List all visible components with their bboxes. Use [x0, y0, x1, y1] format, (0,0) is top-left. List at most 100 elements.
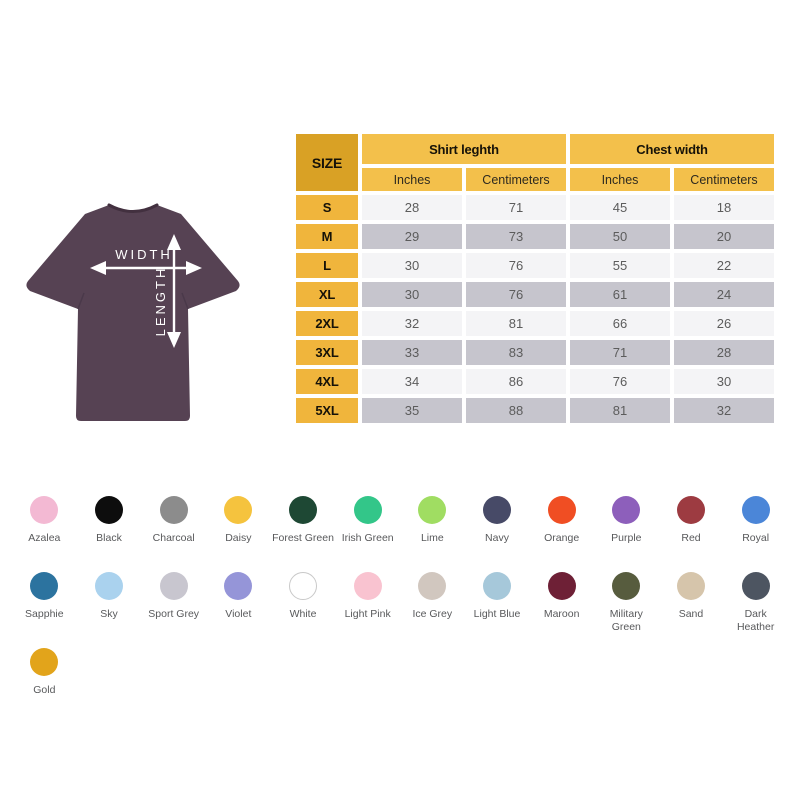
color-swatch-sport-grey: Sport Grey	[141, 566, 206, 638]
size-label-cell: M	[296, 224, 358, 249]
size-label-cell: 3XL	[296, 340, 358, 365]
table-row-2xl: 2XL 32 81 66 26	[296, 311, 774, 336]
value-cell: 76	[466, 253, 566, 278]
tshirt-body	[26, 205, 240, 421]
size-label-cell: 2XL	[296, 311, 358, 336]
color-swatch-dark-heather: Dark Heather	[723, 566, 788, 638]
color-label: Azalea	[28, 532, 61, 544]
value-cell: 30	[674, 369, 774, 394]
color-dot	[288, 496, 317, 524]
shirt-length-centimeters-header: Centimeters	[466, 168, 566, 191]
color-swatch-military-green: Military Green	[594, 566, 659, 638]
table-row-xl: XL 30 76 61 24	[296, 282, 774, 307]
value-cell: 81	[466, 311, 566, 336]
value-cell: 28	[362, 195, 462, 220]
color-swatch-lime: Lime	[400, 490, 465, 562]
color-dot	[224, 496, 253, 524]
color-label: Violet	[225, 608, 252, 620]
color-swatch-sapphie: Sapphie	[12, 566, 77, 638]
color-dot	[159, 572, 188, 600]
table-row-5xl: 5XL 35 88 81 32	[296, 398, 774, 423]
color-dot	[612, 496, 641, 524]
value-cell: 73	[466, 224, 566, 249]
value-cell: 35	[362, 398, 462, 423]
value-cell: 71	[570, 340, 670, 365]
color-label: Gold	[33, 684, 56, 696]
color-dot	[676, 496, 705, 524]
color-dot	[353, 572, 382, 600]
value-cell: 18	[674, 195, 774, 220]
value-cell: 32	[674, 398, 774, 423]
color-label: Purple	[611, 532, 642, 544]
color-swatch-irish-green: Irish Green	[335, 490, 400, 562]
color-swatch-black: Black	[77, 490, 142, 562]
color-label: Sapphie	[25, 608, 64, 620]
color-label: Military Green	[609, 608, 643, 633]
size-table-body: S 28 71 45 18 M 29 73 50 20 L 30 76 55 2…	[296, 195, 774, 423]
color-dot	[30, 496, 59, 524]
value-cell: 22	[674, 253, 774, 278]
color-swatch-grid: Azalea Black Charcoal Daisy Forest Green…	[12, 490, 788, 714]
chest-width-group-header: Chest width	[570, 134, 774, 164]
table-row-s: S 28 71 45 18	[296, 195, 774, 220]
color-label: Charcoal	[152, 532, 195, 544]
chest-width-inches-header: Inches	[570, 168, 670, 191]
size-chart-table: SIZE Shirt leghth Chest width Inches Cen…	[292, 130, 778, 427]
tshirt-sleeve-seam-left	[77, 292, 85, 310]
value-cell: 71	[466, 195, 566, 220]
value-cell: 30	[362, 253, 462, 278]
color-swatch-violet: Violet	[206, 566, 271, 638]
value-cell: 28	[674, 340, 774, 365]
color-swatch-gold: Gold	[12, 642, 77, 714]
color-label: Light Blue	[473, 608, 521, 620]
color-label: Sport Grey	[148, 608, 200, 620]
color-dot	[418, 572, 447, 600]
value-cell: 33	[362, 340, 462, 365]
color-dot	[353, 496, 382, 524]
tshirt-collar	[107, 203, 159, 213]
table-row-m: M 29 73 50 20	[296, 224, 774, 249]
tshirt-figure: WIDTH LENGTH	[22, 196, 244, 430]
color-dot	[288, 572, 317, 600]
color-swatch-red: Red	[659, 490, 724, 562]
unit-header-row: Inches Centimeters Inches Centimeters	[296, 168, 774, 191]
color-label: Lime	[420, 532, 444, 544]
color-swatch-azalea: Azalea	[12, 490, 77, 562]
color-swatch-charcoal: Charcoal	[141, 490, 206, 562]
color-dot	[224, 572, 253, 600]
tshirt-graphic: WIDTH LENGTH	[26, 203, 240, 421]
color-dot	[30, 572, 59, 600]
color-dot	[547, 572, 576, 600]
color-label: Sky	[100, 608, 118, 620]
color-dot	[159, 496, 188, 524]
size-label-cell: 5XL	[296, 398, 358, 423]
size-label-cell: L	[296, 253, 358, 278]
chest-width-centimeters-header: Centimeters	[674, 168, 774, 191]
width-arrow-label: WIDTH	[115, 247, 173, 262]
length-arrow-label: LENGTH	[153, 266, 168, 337]
color-label: Black	[96, 532, 122, 544]
color-dot	[482, 496, 511, 524]
value-cell: 76	[570, 369, 670, 394]
color-swatch-maroon: Maroon	[529, 566, 594, 638]
size-label-cell: S	[296, 195, 358, 220]
shirt-length-group-header: Shirt leghth	[362, 134, 566, 164]
color-dot	[547, 496, 576, 524]
color-label: Light Pink	[344, 608, 391, 620]
value-cell: 81	[570, 398, 670, 423]
value-cell: 30	[362, 282, 462, 307]
tshirt-sleeve-seam-right	[181, 292, 189, 310]
color-dot	[482, 572, 511, 600]
shirt-length-inches-header: Inches	[362, 168, 462, 191]
table-row-3xl: 3XL 33 83 71 28	[296, 340, 774, 365]
value-cell: 29	[362, 224, 462, 249]
color-dot	[741, 496, 770, 524]
size-table-header: SIZE Shirt leghth Chest width Inches Cen…	[296, 134, 774, 191]
color-label: White	[289, 608, 317, 620]
value-cell: 26	[674, 311, 774, 336]
color-label: Royal	[742, 532, 770, 544]
value-cell: 45	[570, 195, 670, 220]
color-dot	[418, 496, 447, 524]
value-cell: 50	[570, 224, 670, 249]
